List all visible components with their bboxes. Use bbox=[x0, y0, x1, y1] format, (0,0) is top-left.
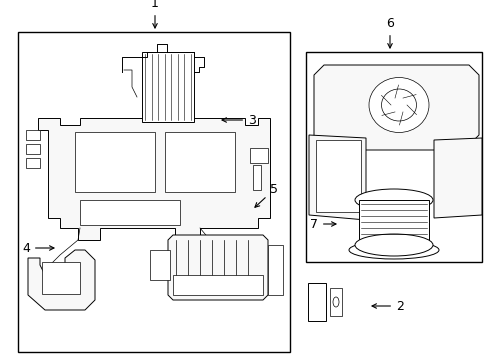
Polygon shape bbox=[38, 118, 269, 240]
Bar bbox=[18, 32, 289, 352]
Bar bbox=[305, 52, 481, 262]
Text: 5: 5 bbox=[254, 183, 278, 207]
Polygon shape bbox=[313, 65, 478, 150]
Text: 4: 4 bbox=[22, 242, 54, 255]
Ellipse shape bbox=[348, 241, 438, 259]
Text: 7: 7 bbox=[309, 217, 335, 230]
Ellipse shape bbox=[381, 89, 416, 121]
Ellipse shape bbox=[368, 77, 428, 132]
Polygon shape bbox=[168, 235, 267, 300]
Bar bbox=[142, 52, 194, 122]
Polygon shape bbox=[308, 135, 365, 220]
Bar bbox=[252, 165, 261, 190]
Bar bbox=[26, 130, 40, 140]
Bar bbox=[26, 158, 40, 168]
Bar bbox=[150, 250, 170, 280]
Bar bbox=[164, 132, 235, 192]
Text: 1: 1 bbox=[151, 0, 159, 28]
Text: 2: 2 bbox=[371, 300, 403, 312]
Text: 6: 6 bbox=[385, 17, 393, 48]
Text: 3: 3 bbox=[222, 113, 255, 126]
Bar bbox=[26, 144, 40, 154]
Bar bbox=[315, 140, 360, 212]
Bar bbox=[329, 288, 341, 316]
Bar bbox=[358, 200, 428, 245]
Polygon shape bbox=[433, 138, 481, 218]
Polygon shape bbox=[28, 250, 95, 310]
Ellipse shape bbox=[332, 297, 338, 307]
Bar bbox=[307, 283, 325, 321]
Bar bbox=[249, 148, 267, 163]
Bar bbox=[80, 200, 180, 225]
Bar bbox=[42, 262, 80, 294]
Bar bbox=[75, 132, 155, 192]
Bar bbox=[267, 245, 283, 295]
Bar bbox=[173, 275, 263, 295]
Ellipse shape bbox=[354, 189, 432, 211]
Ellipse shape bbox=[354, 234, 432, 256]
